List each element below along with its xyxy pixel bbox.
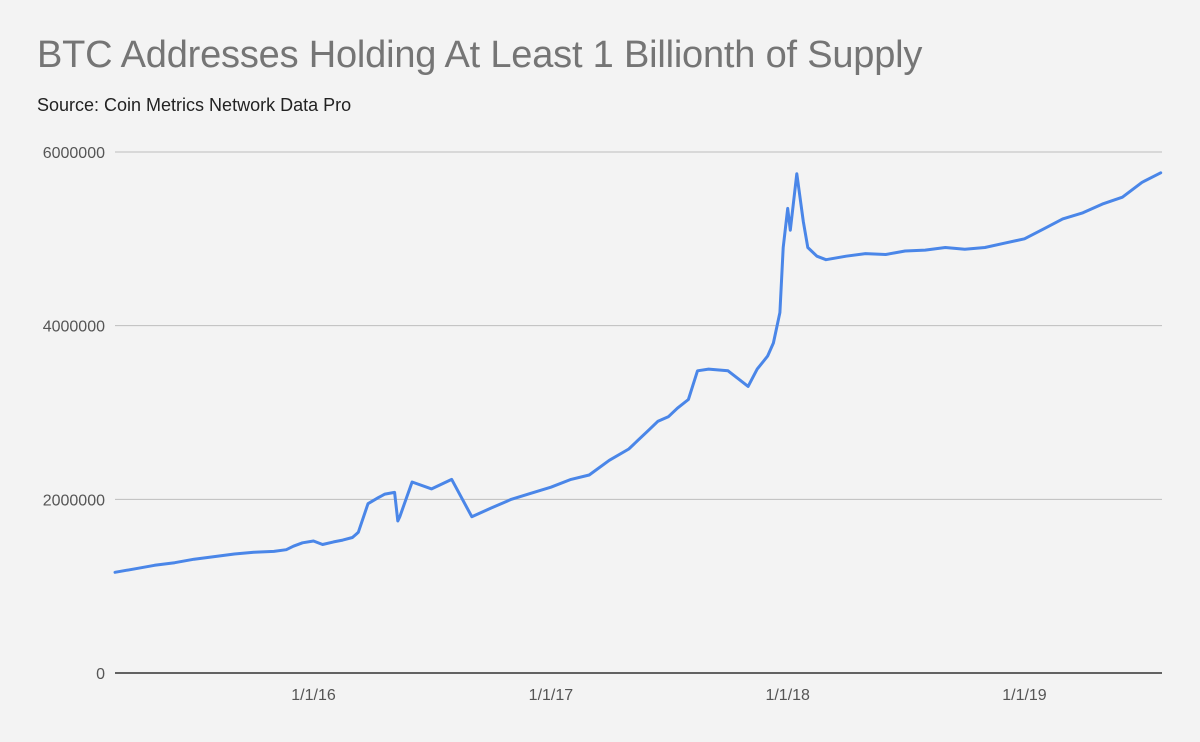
series-line — [113, 171, 1163, 574]
y-tick-label: 4000000 — [43, 319, 105, 336]
x-tick-label: 1/1/17 — [529, 687, 574, 704]
chart-subtitle: Source: Coin Metrics Network Data Pro — [37, 95, 352, 115]
series-layer — [113, 171, 1163, 574]
gridlines — [115, 151, 1162, 500]
x-axis-tick-labels: 1/1/16 1/1/17 1/1/18 1/1/19 — [291, 687, 1047, 704]
y-axis-tick-labels: 0 2000000 4000000 6000000 — [43, 145, 105, 683]
y-tick-label: 0 — [96, 666, 105, 683]
x-tick-label: 1/1/19 — [1002, 687, 1047, 704]
x-tick-label: 1/1/16 — [291, 687, 336, 704]
y-tick-label: 2000000 — [43, 492, 105, 509]
y-tick-label: 6000000 — [43, 145, 105, 162]
x-tick-label: 1/1/18 — [765, 687, 810, 704]
chart-title: BTC Addresses Holding At Least 1 Billion… — [37, 34, 923, 76]
